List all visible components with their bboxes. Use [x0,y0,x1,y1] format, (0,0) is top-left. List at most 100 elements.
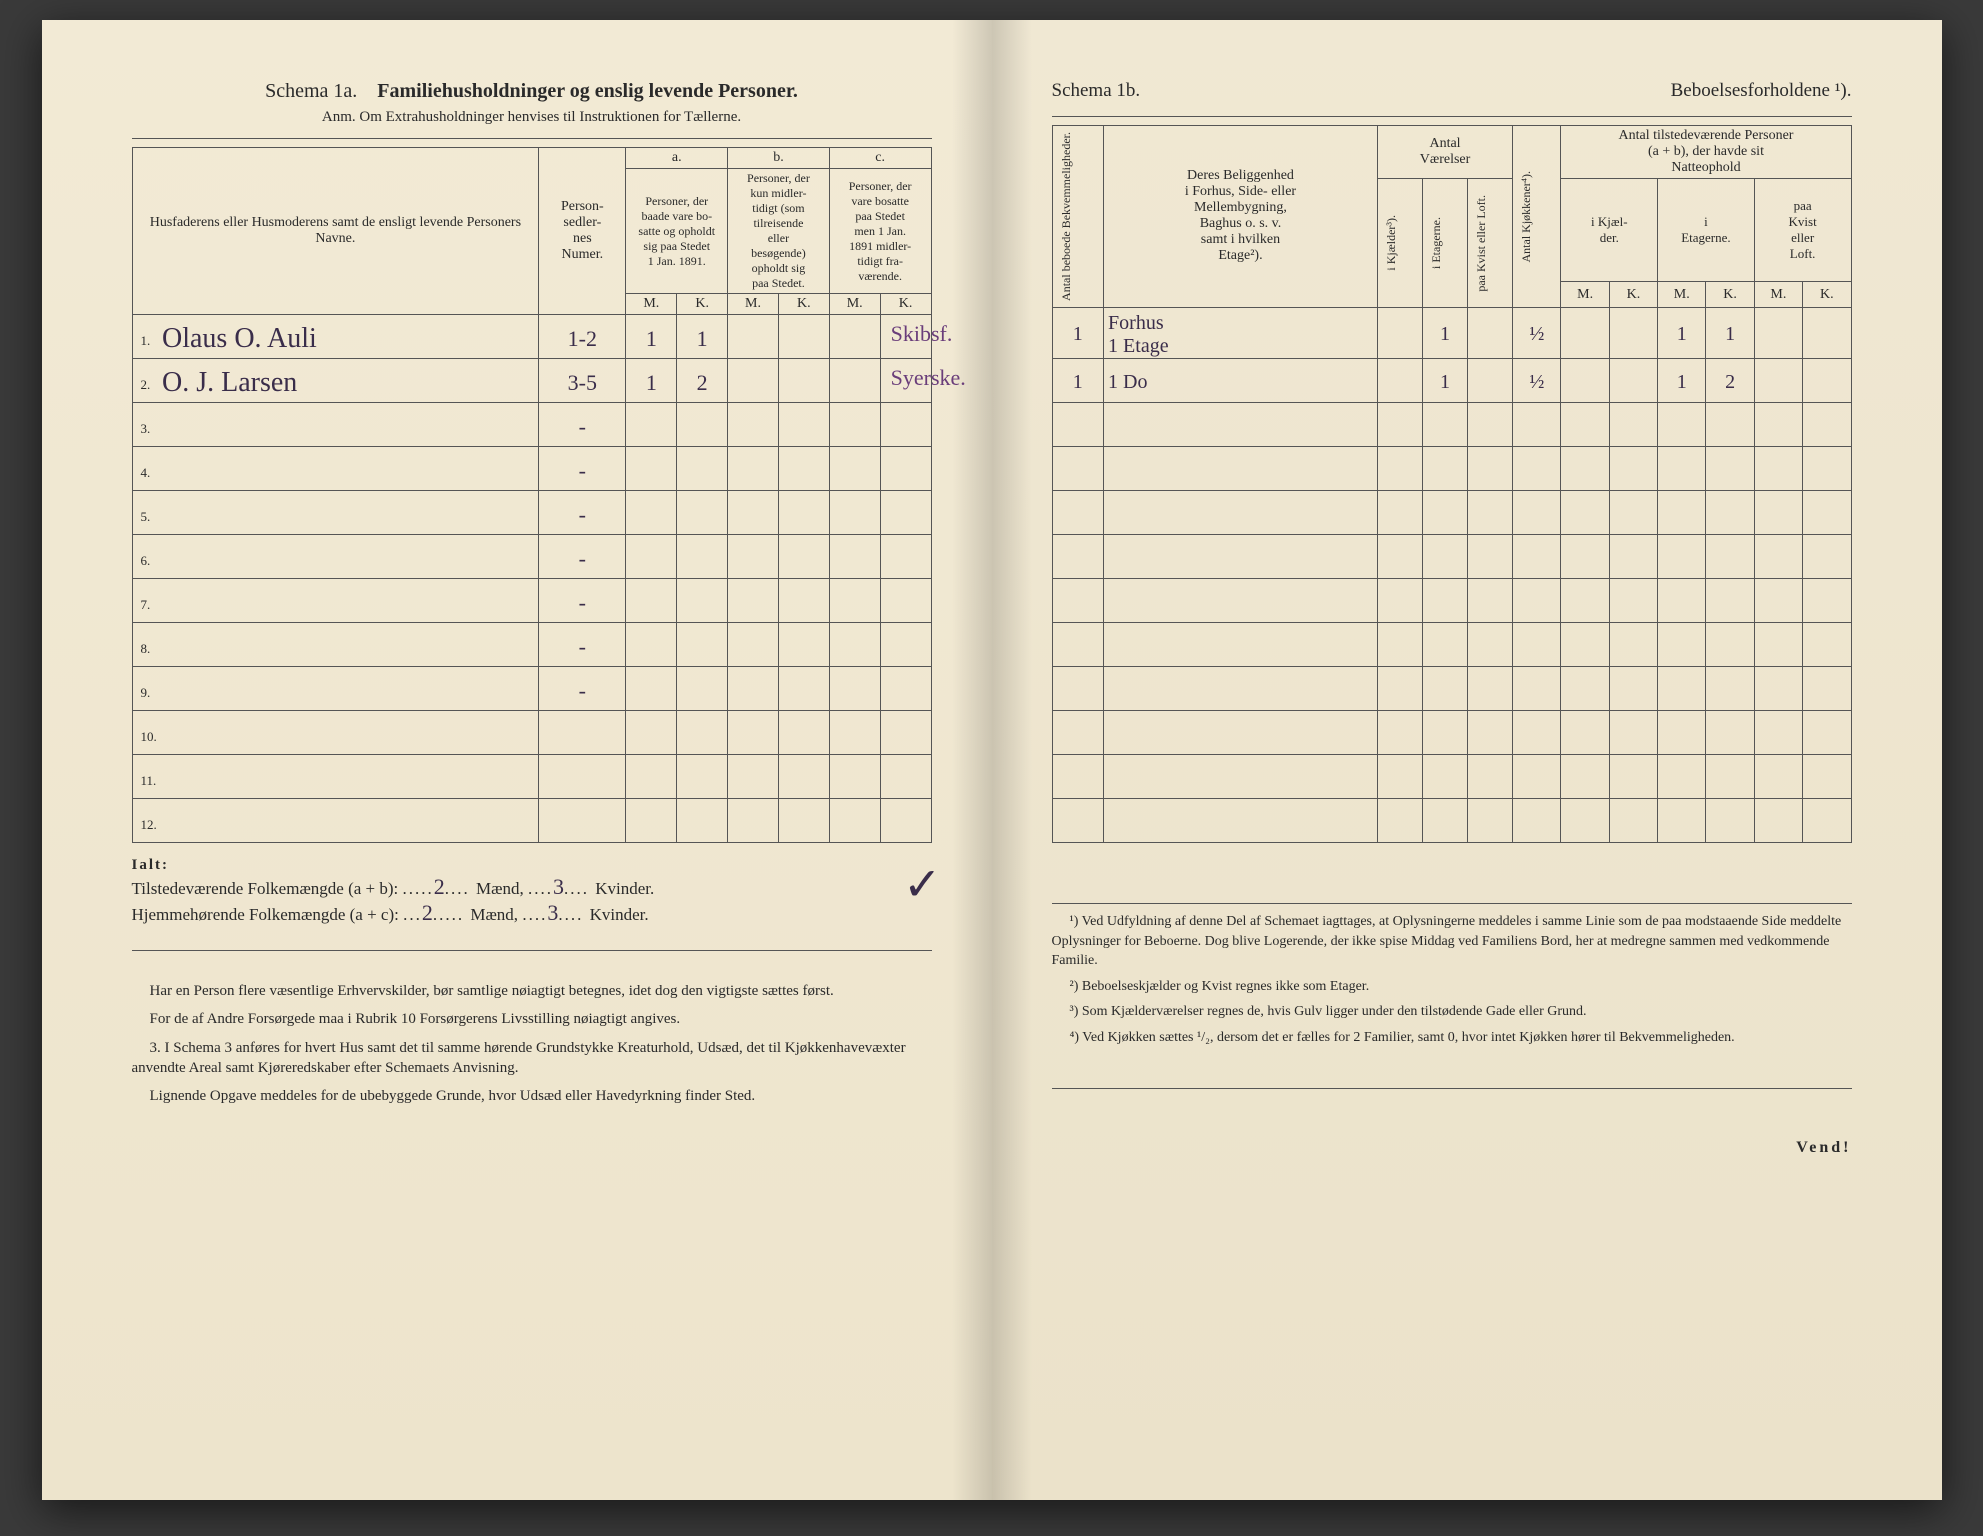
belig-cell [1104,666,1378,710]
spine-shadow [952,20,992,1500]
bekv-cell: 1 [1052,307,1104,358]
kv-cell [1468,666,1513,710]
ak-cell [677,447,728,491]
pkvk-cell [1803,490,1851,534]
ck-cell [880,447,931,491]
am-cell: 1 [626,315,677,359]
left-notes: Har en Person flere væsentlige Erhvervsk… [132,981,932,1106]
table-row: 1. Olaus O. Auli1-211Skibsf. [132,315,931,359]
note4: Lignende Opgave meddeles for de ubebygge… [132,1086,932,1106]
ak-cell [677,491,728,535]
pkvk-cell [1803,446,1851,490]
bk-cell [778,623,829,667]
bk-cell [778,535,829,579]
table-row [1052,402,1851,446]
am-cell [626,755,677,799]
bekv-cell [1052,402,1104,446]
name-cell: 7. [132,579,539,623]
table-row: 2. O. J. Larsen3-512Syerske. [132,359,931,403]
pkjm-cell [1561,622,1609,666]
pkjm-cell [1561,402,1609,446]
cm-cell [829,755,880,799]
pkvk-cell [1803,358,1851,402]
belig-cell [1104,446,1378,490]
pkjk-cell [1609,578,1657,622]
pkjm-cell [1561,446,1609,490]
pkjk-cell [1609,798,1657,842]
kj-cell [1377,490,1422,534]
bekv-cell [1052,798,1104,842]
cm-cell [829,403,880,447]
kj-cell [1377,754,1422,798]
kv-cell [1468,622,1513,666]
ps-cell: - [539,579,626,623]
bk-cell [778,491,829,535]
pkjm-cell [1561,754,1609,798]
bekv-cell [1052,534,1104,578]
kj-cell [1377,402,1422,446]
rule [1052,116,1852,117]
table-row [1052,578,1851,622]
bekv-cell [1052,754,1104,798]
col-a-m: M. [626,294,677,315]
et-cell [1422,402,1467,446]
pkjm-cell [1561,490,1609,534]
schema-1b-title: Schema 1b. Beboelsesforholdene ¹). [1052,80,1852,102]
ps-cell: - [539,667,626,711]
schema-1b-table: Antal beboede Bekvemmeligheder. Deres Be… [1052,125,1852,843]
mk: K. [1706,282,1754,308]
col-kjok: Antal Kjøkkener⁴). [1517,167,1536,267]
table-row: 6. - [132,535,931,579]
bk-cell [778,447,829,491]
ak-cell [677,535,728,579]
belig-cell: 1 Do [1104,358,1378,402]
col-a-k: K. [677,294,728,315]
col-b-k: K. [778,294,829,315]
fn3: ³) Som Kjælderværelser regnes de, hvis G… [1052,1002,1852,1022]
mk: M. [1658,282,1706,308]
ps-cell: - [539,403,626,447]
tilstede-line: Tilstedeværende Folkemængde (a + b): ...… [132,874,932,900]
col-kj: i Kjælder³). [1382,211,1401,275]
belig-cell [1104,534,1378,578]
totals-block: Ialt: Tilstedeværende Folkemængde (a + b… [132,857,932,926]
petm-cell [1658,710,1706,754]
ck-cell [880,491,931,535]
name-cell: 4. [132,447,539,491]
ialt-label: Ialt: [132,857,932,874]
vend-label: Vend! [1052,1139,1852,1157]
rule [132,138,932,139]
name-cell: 5. [132,491,539,535]
ps-cell [539,799,626,843]
cm-cell [829,359,880,403]
ak-cell [677,403,728,447]
ck-cell: Skibsf. [880,315,931,359]
maend-label: Mænd, [476,879,524,898]
cm-cell [829,491,880,535]
col-p-kj: i Kjæl- der. [1561,179,1658,282]
name-cell: 3. [132,403,539,447]
petm-cell: 1 [1658,307,1706,358]
belig-cell [1104,798,1378,842]
am-cell [626,667,677,711]
mk: M. [1561,282,1609,308]
note2: For de af Andre Forsørgede maa i Rubrik … [132,1009,932,1029]
pkjm-cell [1561,358,1609,402]
kj-cell [1377,666,1422,710]
schema-1a-label: Schema 1a. [265,80,357,102]
table-row: 9. - [132,667,931,711]
am-cell [626,447,677,491]
schema-1a-heading: Familiehusholdninger og enslig levende P… [377,80,798,102]
table-row: 7. - [132,579,931,623]
pkjk-cell [1609,358,1657,402]
col-kv: paa Kvist eller Loft. [1472,191,1491,296]
table-row: 4. - [132,447,931,491]
pkjk-cell [1609,307,1657,358]
bm-cell [728,711,779,755]
bm-cell [728,623,779,667]
cm-cell [829,535,880,579]
fn4: ⁴) Ved Kjøkken sættes ¹/₂, dersom det er… [1052,1028,1852,1048]
pkvk-cell [1803,578,1851,622]
pkvm-cell [1754,490,1802,534]
kj-cell [1377,307,1422,358]
